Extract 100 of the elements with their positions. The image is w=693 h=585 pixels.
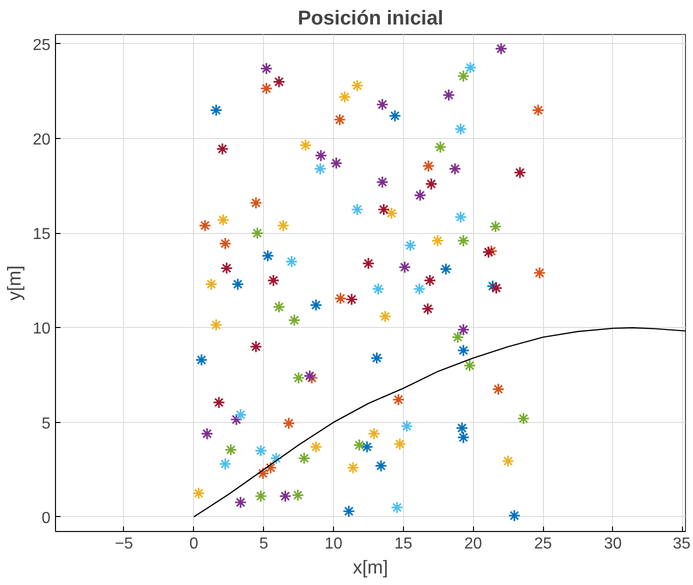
point	[378, 310, 392, 323]
point	[457, 344, 470, 357]
line-series	[193, 327, 686, 518]
x-axis-title: x[m]	[352, 556, 388, 578]
point	[385, 206, 398, 220]
point	[218, 237, 232, 250]
point	[372, 282, 384, 296]
point	[392, 393, 405, 406]
point	[376, 98, 389, 111]
point	[434, 140, 447, 154]
point	[262, 250, 274, 262]
point	[346, 461, 360, 474]
point	[424, 178, 438, 190]
point	[204, 278, 218, 291]
point	[377, 203, 390, 216]
y-tick-label: 0	[42, 510, 51, 527]
point	[299, 138, 312, 152]
point	[250, 196, 262, 210]
point	[400, 420, 414, 432]
point	[338, 90, 351, 104]
point	[260, 62, 273, 75]
point	[330, 156, 343, 170]
x-tick-label: 25	[534, 536, 552, 552]
point	[292, 488, 304, 502]
point	[463, 359, 476, 372]
y-tick-label: 25	[32, 36, 51, 54]
point	[250, 340, 262, 353]
point	[282, 416, 296, 430]
point	[350, 203, 364, 216]
point	[374, 460, 388, 472]
point	[334, 292, 347, 305]
y-axis-title: y[m]	[4, 265, 25, 301]
point	[216, 142, 229, 156]
x-tick-label: 0	[189, 536, 198, 552]
point	[448, 162, 462, 176]
point	[234, 496, 247, 509]
point	[464, 61, 477, 74]
point	[260, 82, 273, 95]
point	[264, 461, 277, 474]
point	[390, 501, 404, 514]
x-tick-label: 15	[394, 536, 412, 552]
point	[533, 266, 546, 280]
y-tick-label: 15	[32, 226, 51, 244]
point	[254, 490, 268, 502]
point	[388, 110, 402, 122]
point	[502, 454, 514, 468]
point	[210, 104, 222, 116]
point	[457, 70, 470, 82]
point	[456, 422, 468, 434]
point	[270, 452, 283, 465]
point	[421, 302, 434, 316]
point	[333, 113, 346, 126]
point	[310, 440, 322, 454]
chart-title: Posición inicial	[298, 8, 444, 30]
point	[452, 330, 464, 344]
point	[490, 282, 503, 294]
point	[440, 262, 452, 276]
point	[216, 214, 230, 226]
point	[224, 443, 238, 456]
point	[200, 427, 214, 440]
point	[234, 408, 247, 422]
point	[494, 42, 508, 55]
point	[288, 314, 301, 326]
point	[508, 509, 521, 522]
point	[314, 149, 328, 162]
point	[231, 278, 244, 291]
x-tick-label: 30	[604, 536, 622, 552]
point	[198, 219, 212, 232]
point	[532, 104, 544, 116]
point	[192, 486, 205, 500]
x-tick-label: 5	[259, 536, 268, 552]
point	[251, 226, 264, 240]
point	[267, 274, 280, 287]
point	[353, 438, 366, 452]
point	[486, 280, 500, 292]
point	[431, 234, 444, 248]
point	[457, 234, 470, 248]
point	[278, 490, 292, 502]
y-tick-label: 10	[32, 320, 51, 338]
point	[424, 274, 436, 287]
point	[212, 396, 226, 409]
y-tick-label: 20	[32, 132, 51, 149]
point	[368, 427, 380, 440]
point	[310, 298, 322, 312]
point	[254, 444, 268, 458]
point	[422, 160, 435, 172]
point	[306, 372, 318, 384]
point	[303, 370, 316, 382]
y-tick-label: 5	[42, 415, 51, 432]
point	[398, 260, 412, 274]
point	[457, 431, 470, 444]
point	[454, 122, 467, 136]
point	[517, 412, 530, 425]
point	[454, 210, 467, 224]
point	[272, 300, 286, 314]
point	[370, 352, 384, 364]
point	[292, 372, 305, 384]
point	[485, 244, 498, 258]
point	[489, 220, 502, 233]
point	[314, 162, 327, 176]
